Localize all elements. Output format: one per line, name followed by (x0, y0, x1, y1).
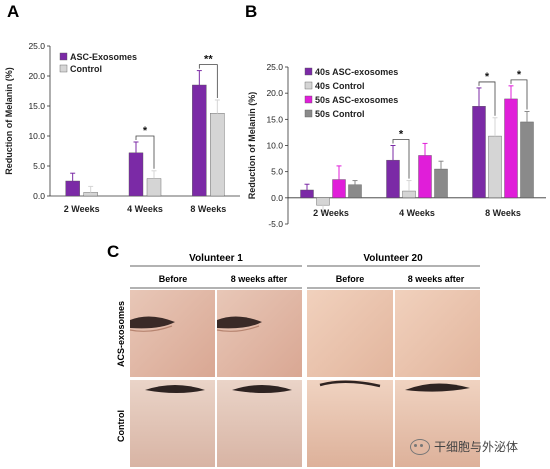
y-tick-label: 15.0 (28, 101, 45, 111)
wechat-logo-icon (410, 438, 430, 455)
panel-label-a: A (7, 2, 20, 21)
y-tick-label: 0.0 (33, 191, 45, 201)
bar (128, 152, 144, 197)
bar (488, 135, 502, 199)
y-tick-label: 5.0 (33, 161, 45, 171)
photo-v1-after-acs (216, 290, 302, 377)
photo-v1-after-control (217, 380, 302, 467)
v20-before-label: Before (336, 274, 365, 284)
bar (316, 197, 330, 206)
significance-label: * (485, 71, 490, 83)
y-tick-label: 25.0 (266, 62, 283, 72)
y-tick-label: 10.0 (266, 141, 283, 151)
bar (472, 106, 486, 199)
y-tick-label: 0.0 (271, 193, 283, 203)
y-axis-label: Reduction of Melanin (%) (247, 92, 257, 200)
v20-after-label: 8 weeks after (408, 274, 465, 284)
panel-c-photo-grid: Volunteer 1 Volunteer 20 Before 8 weeks … (116, 253, 480, 467)
photo-v20-before-acs (307, 290, 393, 377)
y-tick-label: 20.0 (28, 71, 45, 81)
significance-bracket (135, 135, 155, 169)
v1-before-label: Before (159, 274, 188, 284)
significance-bracket (478, 81, 496, 116)
bar (348, 184, 362, 199)
bar (146, 178, 162, 197)
bar (210, 112, 225, 197)
significance-bracket (392, 139, 410, 179)
watermark-text: 干细胞与外泌体 (434, 440, 519, 454)
panel-label-b: B (245, 2, 258, 21)
y-tick-label: -5.0 (268, 219, 283, 229)
y-tick-label: 5.0 (271, 167, 283, 177)
volunteer-1-title: Volunteer 1 (189, 253, 243, 264)
legend-swatch (59, 52, 68, 61)
photo-v1-before-acs (129, 290, 215, 377)
legend-label: 40s ASC-exosomes (315, 67, 398, 77)
significance-label: * (399, 129, 404, 141)
x-tick-label: 2 Weeks (313, 208, 349, 218)
x-tick-label: 2 Weeks (64, 204, 100, 214)
volunteer-20-title: Volunteer 20 (363, 253, 423, 264)
x-tick-label: 8 Weeks (190, 204, 226, 214)
legend-label: Control (70, 64, 102, 74)
legend-label: 40s Control (315, 81, 365, 91)
bar (520, 121, 534, 199)
photo-v20-before-control (307, 380, 393, 467)
legend-label: 50s ASC-exosomes (315, 95, 398, 105)
bar (192, 84, 207, 197)
y-tick-label: 15.0 (266, 114, 283, 124)
x-tick-label: 4 Weeks (127, 204, 163, 214)
panel-label-c: C (107, 242, 120, 261)
y-tick-label: 10.0 (28, 131, 45, 141)
bar (65, 180, 80, 197)
bar (504, 98, 518, 199)
watermark: 干细胞与外泌体 (410, 438, 518, 455)
significance-bracket (198, 64, 218, 98)
bar (434, 168, 448, 199)
x-tick-label: 4 Weeks (399, 208, 435, 218)
row-label-control: Control (116, 410, 126, 442)
x-tick-label: 8 Weeks (485, 208, 521, 218)
legend-label: ASC-Exosomes (70, 52, 137, 62)
significance-label: ** (204, 54, 213, 66)
photo-v1-before-control (130, 380, 215, 467)
significance-label: * (143, 125, 148, 137)
bar (83, 192, 98, 197)
significance-label: * (517, 69, 522, 81)
photo-v20-after-control (395, 380, 480, 467)
row-label-acs-exosomes: ACS-exosomes (116, 301, 126, 367)
v1-after-label: 8 weeks after (231, 274, 288, 284)
bar (418, 155, 432, 199)
y-tick-label: 20.0 (266, 88, 283, 98)
chart-a: 0.0 5.0 10.0 15.0 20.0 25.0 Reduction of Melan… (4, 41, 240, 214)
legend-swatch (304, 81, 313, 90)
significance-bracket (510, 79, 528, 110)
y-axis-label: Reduction of Melanin (%) (4, 67, 14, 175)
chart-b: -5.0 0.0 5.0 10.0 15.0 20.0 25.0 Reduction of M… (247, 62, 546, 229)
legend-swatch (304, 67, 313, 76)
photo-v20-after-acs (395, 290, 480, 377)
legend-swatch (304, 95, 313, 104)
legend-swatch (304, 109, 313, 118)
bar (402, 190, 416, 199)
legend-label: 50s Control (315, 109, 365, 119)
legend-swatch (59, 64, 68, 73)
y-tick-label: 25.0 (28, 41, 45, 51)
bar (386, 159, 400, 199)
bar (300, 189, 314, 199)
bar (332, 179, 346, 199)
